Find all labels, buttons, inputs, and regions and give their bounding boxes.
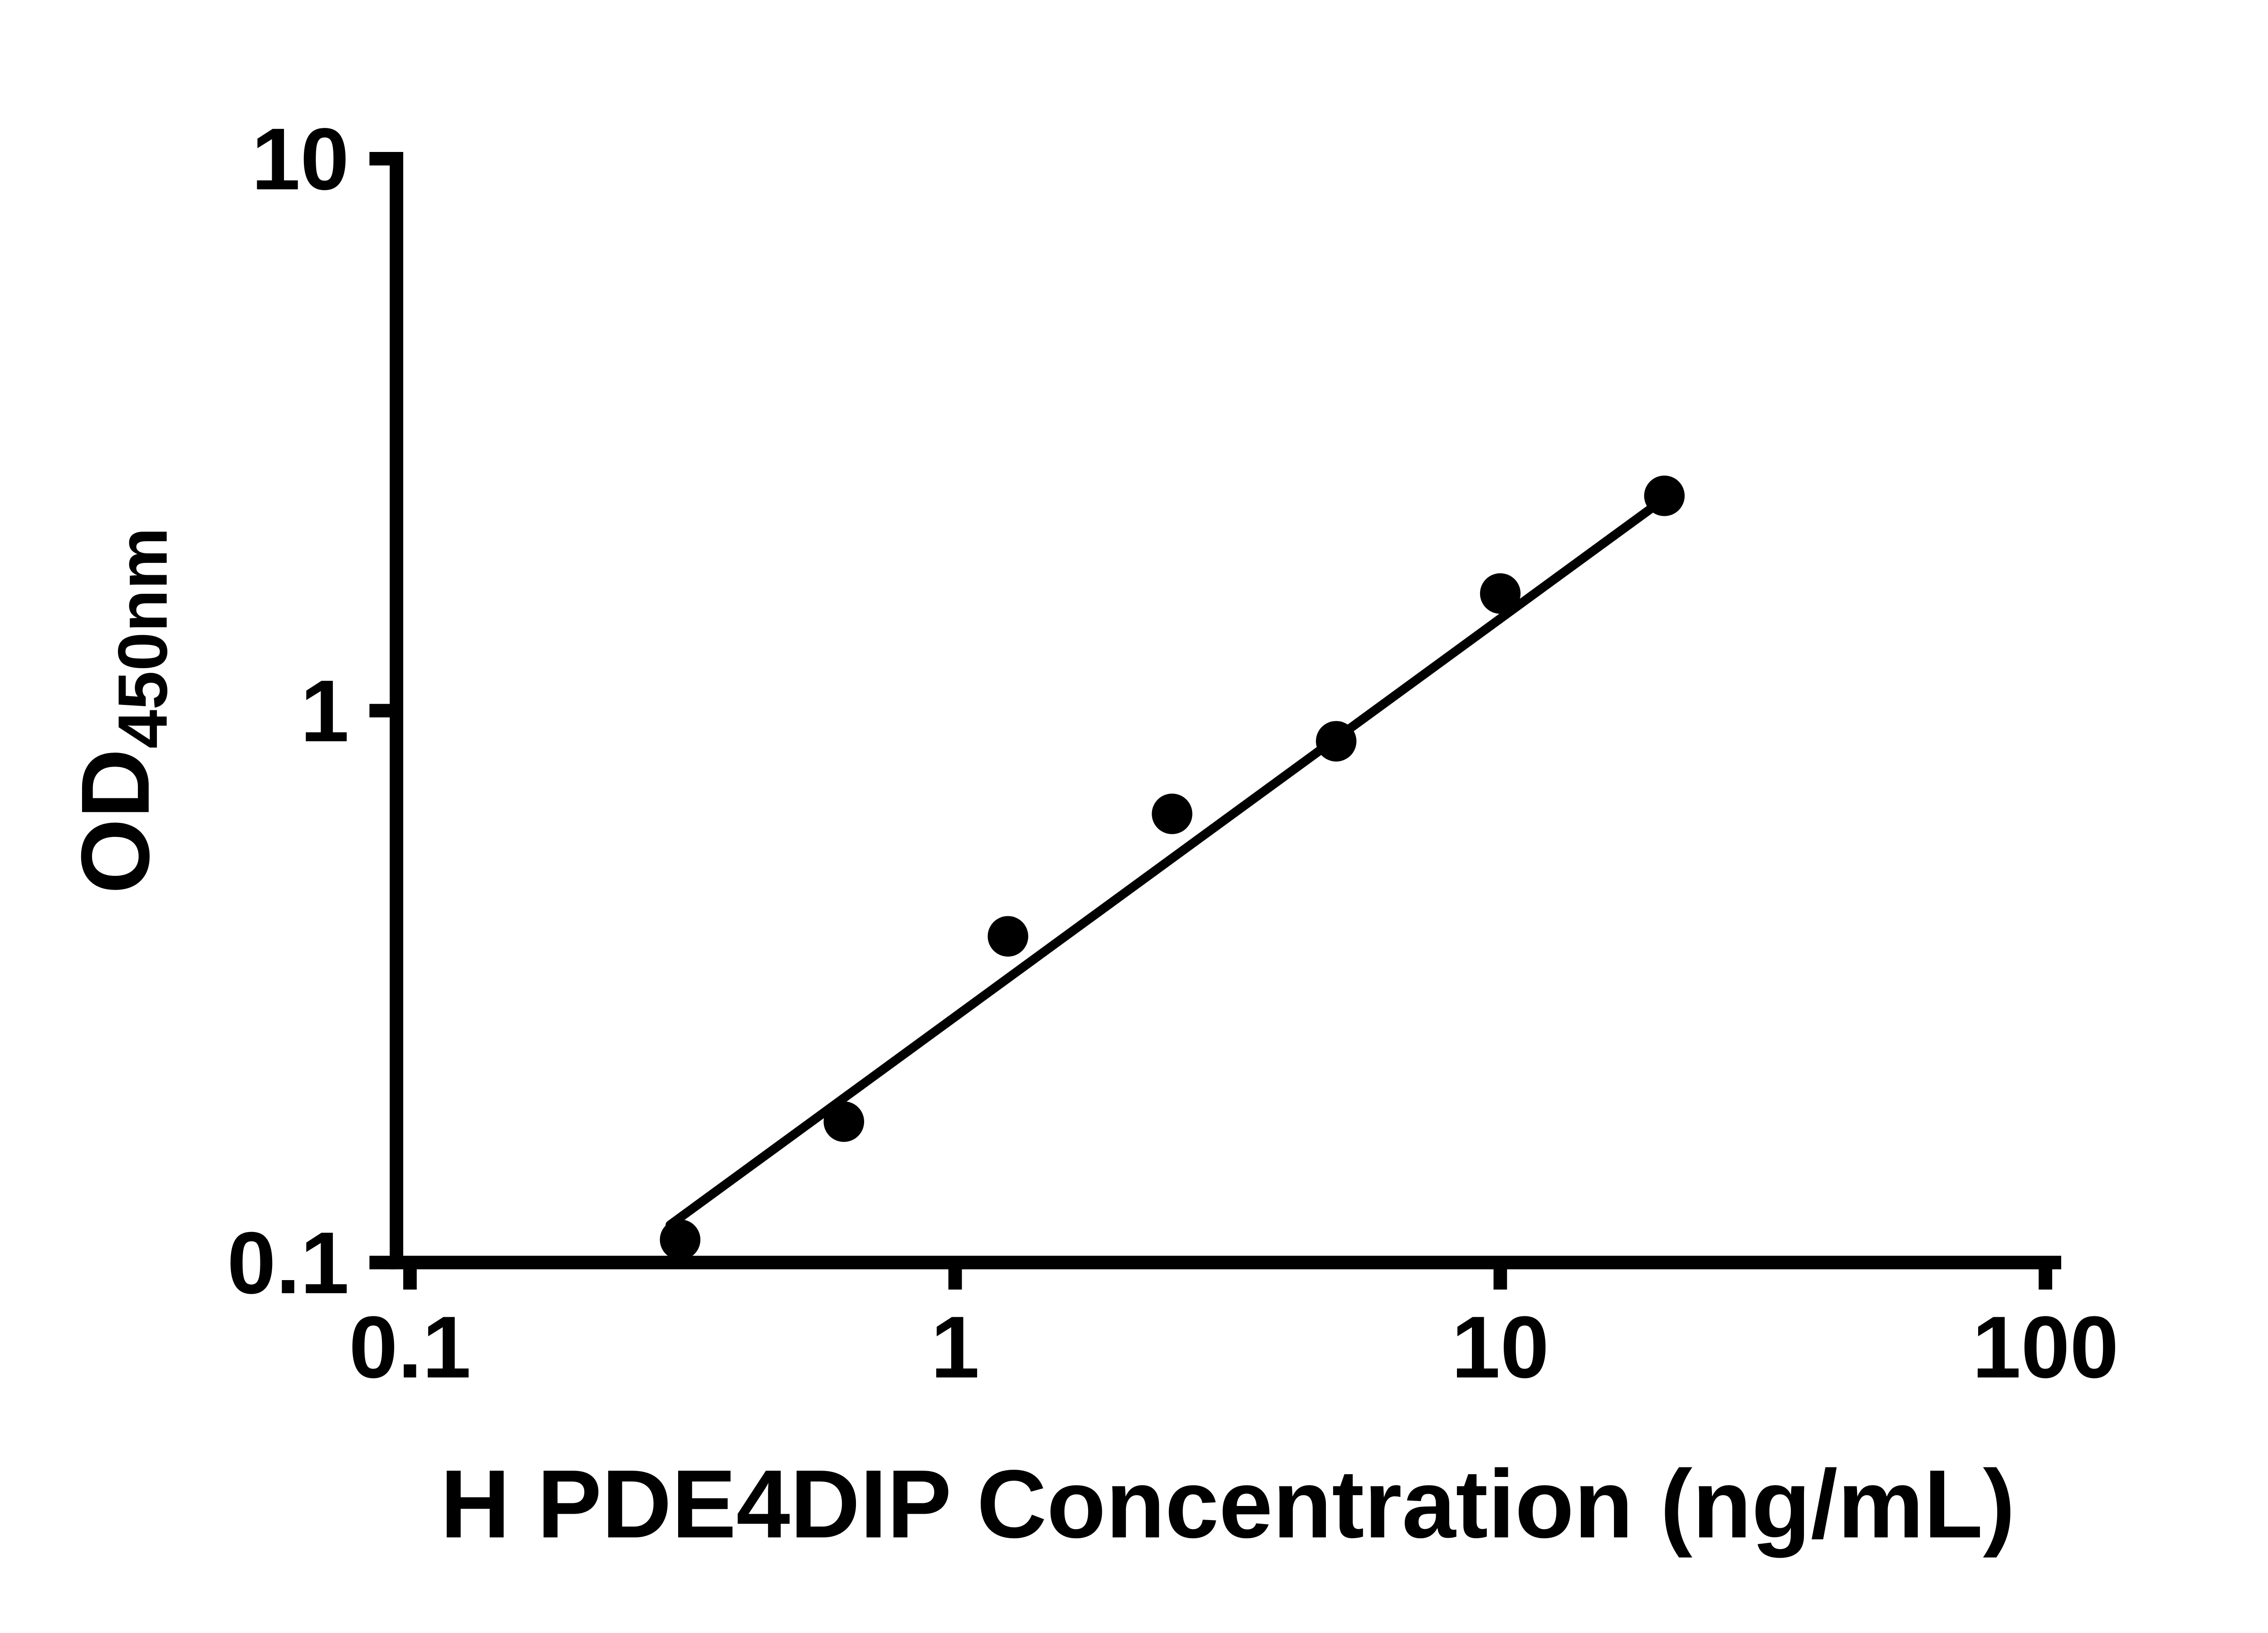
- data-point: [987, 916, 1028, 957]
- x-axis-tick-label: 0.1: [349, 1299, 471, 1397]
- data-point: [1644, 475, 1685, 516]
- x-axis-title: H PDE4DIP Concentration (ng/mL): [440, 1450, 2015, 1558]
- axis-frame: [390, 152, 2062, 1270]
- axes: 0.1 1 10 100 0.1 1 10: [227, 110, 2119, 1396]
- x-axis-tick-label: 100: [1972, 1299, 2119, 1397]
- y-axis-tick-label: 1: [300, 662, 349, 760]
- x-axis-tick-label: 1: [931, 1299, 980, 1397]
- y-axis-tick-label: 10: [251, 110, 349, 208]
- y-axis-title-subscript: 450nm: [104, 528, 182, 749]
- y-axis-tick-label: 0.1: [227, 1214, 349, 1312]
- y-axis-title-main: OD: [62, 748, 170, 894]
- data-series: [660, 475, 1685, 1260]
- x-axis-tick-label: 10: [1452, 1299, 1549, 1397]
- data-point: [1480, 573, 1521, 614]
- trend-line: [665, 494, 1669, 1230]
- data-point: [660, 1219, 701, 1260]
- data-point: [1152, 793, 1193, 834]
- data-point: [823, 1101, 865, 1142]
- y-axis-title: OD450nm: [62, 528, 182, 894]
- data-point: [1316, 721, 1357, 762]
